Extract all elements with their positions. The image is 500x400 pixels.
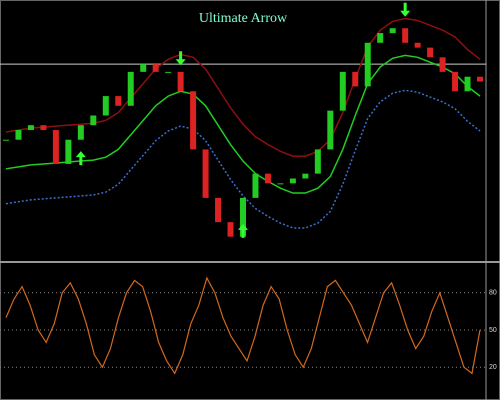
candle bbox=[65, 139, 72, 164]
candle bbox=[102, 96, 109, 116]
candle bbox=[52, 130, 59, 164]
candle bbox=[127, 71, 134, 106]
candle bbox=[264, 173, 271, 184]
band-line bbox=[5, 54, 481, 194]
sell-arrow bbox=[175, 51, 186, 66]
candle bbox=[77, 125, 84, 140]
candle bbox=[302, 173, 309, 179]
candle bbox=[452, 71, 459, 92]
buy-arrow bbox=[75, 151, 86, 166]
candle bbox=[464, 76, 471, 92]
candle bbox=[339, 71, 346, 111]
candle bbox=[439, 57, 446, 72]
candle bbox=[165, 71, 172, 73]
candle bbox=[152, 64, 159, 72]
candle bbox=[115, 96, 122, 106]
y-tick-label: 20 bbox=[489, 364, 497, 371]
candle bbox=[327, 110, 334, 150]
candle bbox=[364, 42, 371, 87]
candle bbox=[3, 139, 9, 141]
candle bbox=[15, 130, 22, 140]
candle bbox=[377, 33, 384, 43]
candle bbox=[352, 71, 359, 87]
candle bbox=[427, 47, 434, 58]
y-tick-label: 80 bbox=[489, 290, 497, 297]
candle bbox=[215, 197, 222, 223]
buy-arrow bbox=[238, 223, 248, 238]
candle bbox=[289, 178, 296, 184]
y-tick-label: 50 bbox=[489, 327, 497, 334]
candle bbox=[414, 42, 421, 48]
candle bbox=[402, 28, 409, 43]
candle bbox=[477, 76, 483, 82]
candle bbox=[277, 183, 284, 185]
band-line bbox=[5, 17, 481, 157]
candle bbox=[202, 149, 209, 198]
candle bbox=[27, 125, 34, 131]
candle bbox=[314, 149, 321, 174]
chart-title: Ultimate Arrow bbox=[199, 11, 288, 26]
candle bbox=[240, 197, 246, 237]
candle bbox=[252, 173, 259, 198]
stochastic-line bbox=[5, 276, 481, 375]
sell-arrow bbox=[400, 2, 411, 17]
candle bbox=[140, 64, 147, 72]
candle bbox=[90, 115, 97, 126]
candle bbox=[177, 71, 184, 92]
candle bbox=[227, 222, 234, 237]
candle bbox=[40, 125, 47, 131]
candle bbox=[190, 91, 197, 150]
candle bbox=[389, 28, 396, 34]
